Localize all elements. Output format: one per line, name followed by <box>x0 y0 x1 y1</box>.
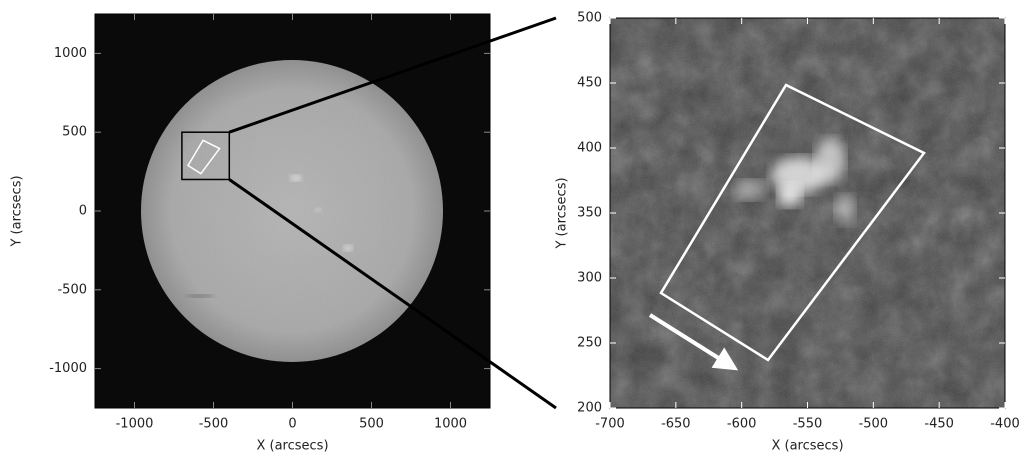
grain <box>610 18 1005 408</box>
x-tick-label: -600 <box>727 417 757 432</box>
panels: -1000 -500 0 500 1000 -1000 -500 0 500 1000 X (arc… <box>10 11 1020 454</box>
bright-feature <box>815 138 845 182</box>
x-tick-label: 500 <box>359 417 384 432</box>
y-tick-label: 200 <box>577 401 602 416</box>
y-tick-label: -500 <box>57 282 87 297</box>
sun-texture <box>140 60 444 363</box>
zoom-image <box>610 18 1005 408</box>
full-disk-image <box>95 14 490 408</box>
x-tick-label: -500 <box>859 417 889 432</box>
y-tick-label: 250 <box>577 336 602 351</box>
x-tick-label: -700 <box>595 417 625 432</box>
disk-feature <box>343 245 353 251</box>
x-tick-label: -1000 <box>116 417 154 432</box>
x-tick-label: -400 <box>990 417 1020 432</box>
y-tick-label: 1000 <box>54 46 87 61</box>
y-axis-label: Y (arcsecs) <box>10 175 25 247</box>
x-tick-label: -500 <box>199 417 229 432</box>
x-tick-label: -450 <box>924 417 954 432</box>
y-axis-label: Y (arcsecs) <box>555 177 570 249</box>
disk-feature <box>315 208 321 212</box>
x-tick-label: -550 <box>793 417 823 432</box>
grain <box>140 60 444 363</box>
bright-feature <box>835 195 855 225</box>
x-axis-label: X (arcsecs) <box>256 439 328 454</box>
y-tick-label: 0 <box>79 204 87 219</box>
x-tick-label: -650 <box>661 417 691 432</box>
disk-feature <box>290 175 302 181</box>
disk-feature <box>186 295 214 298</box>
y-tick-label: 350 <box>577 206 602 221</box>
y-tick-label: -1000 <box>49 361 87 376</box>
x-axis-label: X (arcsecs) <box>771 439 843 454</box>
y-tick-label: 400 <box>577 141 602 156</box>
y-tick-label: 450 <box>577 76 602 91</box>
bright-feature <box>734 180 766 200</box>
bright-feature <box>778 183 802 207</box>
x-tick-label: 1000 <box>434 417 467 432</box>
x-tick-label: 0 <box>288 417 296 432</box>
y-tick-label: 500 <box>577 11 602 26</box>
y-tick-label: 300 <box>577 271 602 286</box>
y-tick-label: 500 <box>62 125 87 140</box>
figure: -1000 -500 0 500 1000 -1000 -500 0 500 1000 X (arc… <box>0 0 1032 456</box>
